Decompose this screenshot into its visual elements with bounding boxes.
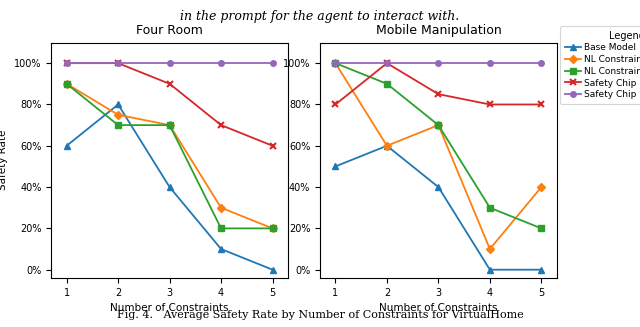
NL Constraints (expert) xyxy=(269,226,276,230)
Base Model xyxy=(269,268,276,272)
Safety Chip (expert) xyxy=(115,61,122,65)
Base Model xyxy=(332,164,339,168)
Safety Chip (expert) xyxy=(435,61,442,65)
Line: Base Model: Base Model xyxy=(64,102,275,272)
Base Model xyxy=(166,185,173,189)
Base Model xyxy=(538,268,545,272)
Safety Chip xyxy=(486,102,493,106)
Title: Mobile Manipulation: Mobile Manipulation xyxy=(376,24,501,37)
NL Constraints (expert) xyxy=(538,226,545,230)
Safety Chip (expert) xyxy=(332,61,339,65)
Base Model xyxy=(63,144,70,148)
NL Constraints xyxy=(269,226,276,230)
Line: Safety Chip: Safety Chip xyxy=(63,60,276,149)
NL Constraints (expert) xyxy=(63,82,70,86)
NL Constraints xyxy=(217,206,225,210)
Line: Safety Chip (expert): Safety Chip (expert) xyxy=(64,60,275,66)
X-axis label: Number of Constraints: Number of Constraints xyxy=(110,303,229,313)
Base Model xyxy=(217,247,225,251)
Line: NL Constraints (expert): NL Constraints (expert) xyxy=(64,81,275,231)
NL Constraints (expert) xyxy=(115,123,122,127)
NL Constraints xyxy=(486,247,493,251)
Y-axis label: Safety Rate: Safety Rate xyxy=(0,130,8,190)
Text: in the prompt for the agent to interact with.: in the prompt for the agent to interact … xyxy=(180,10,460,23)
Line: NL Constraints (expert): NL Constraints (expert) xyxy=(333,60,544,231)
Safety Chip (expert) xyxy=(63,61,70,65)
Safety Chip xyxy=(269,144,276,148)
Safety Chip (expert) xyxy=(538,61,545,65)
Safety Chip xyxy=(538,102,545,106)
NL Constraints (expert) xyxy=(332,61,339,65)
NL Constraints (expert) xyxy=(166,123,173,127)
NL Constraints (expert) xyxy=(486,206,493,210)
Line: Base Model: Base Model xyxy=(333,143,544,272)
Safety Chip xyxy=(383,61,391,65)
Line: Safety Chip: Safety Chip xyxy=(332,60,545,108)
Safety Chip (expert) xyxy=(217,61,225,65)
NL Constraints xyxy=(166,123,173,127)
Safety Chip xyxy=(332,102,339,106)
Safety Chip (expert) xyxy=(166,61,173,65)
Base Model xyxy=(383,144,391,148)
NL Constraints xyxy=(332,61,339,65)
Safety Chip (expert) xyxy=(486,61,493,65)
NL Constraints xyxy=(538,185,545,189)
NL Constraints (expert) xyxy=(217,226,225,230)
Base Model xyxy=(115,102,122,106)
NL Constraints xyxy=(383,144,391,148)
NL Constraints xyxy=(115,113,122,117)
Line: Safety Chip (expert): Safety Chip (expert) xyxy=(333,60,544,66)
Title: Four Room: Four Room xyxy=(136,24,203,37)
NL Constraints xyxy=(63,82,70,86)
NL Constraints (expert) xyxy=(383,82,391,86)
NL Constraints xyxy=(435,123,442,127)
NL Constraints (expert) xyxy=(435,123,442,127)
Line: NL Constraints: NL Constraints xyxy=(333,60,544,252)
X-axis label: Number of Constraints: Number of Constraints xyxy=(379,303,498,313)
Safety Chip xyxy=(63,61,70,65)
Line: NL Constraints: NL Constraints xyxy=(64,81,275,231)
Safety Chip (expert) xyxy=(269,61,276,65)
Safety Chip xyxy=(435,92,442,96)
Safety Chip (expert) xyxy=(383,61,391,65)
Safety Chip xyxy=(166,82,173,86)
Safety Chip xyxy=(217,123,225,127)
Base Model xyxy=(486,268,493,272)
Base Model xyxy=(435,185,442,189)
Safety Chip xyxy=(115,61,122,65)
Text: Fig. 4.   Average Safety Rate by Number of Constraints for VirtualHome: Fig. 4. Average Safety Rate by Number of… xyxy=(116,310,524,320)
Legend: Base Model, NL Constraints, NL Constraints (expert), Safety Chip, Safety Chip (e: Base Model, NL Constraints, NL Constrain… xyxy=(560,26,640,104)
